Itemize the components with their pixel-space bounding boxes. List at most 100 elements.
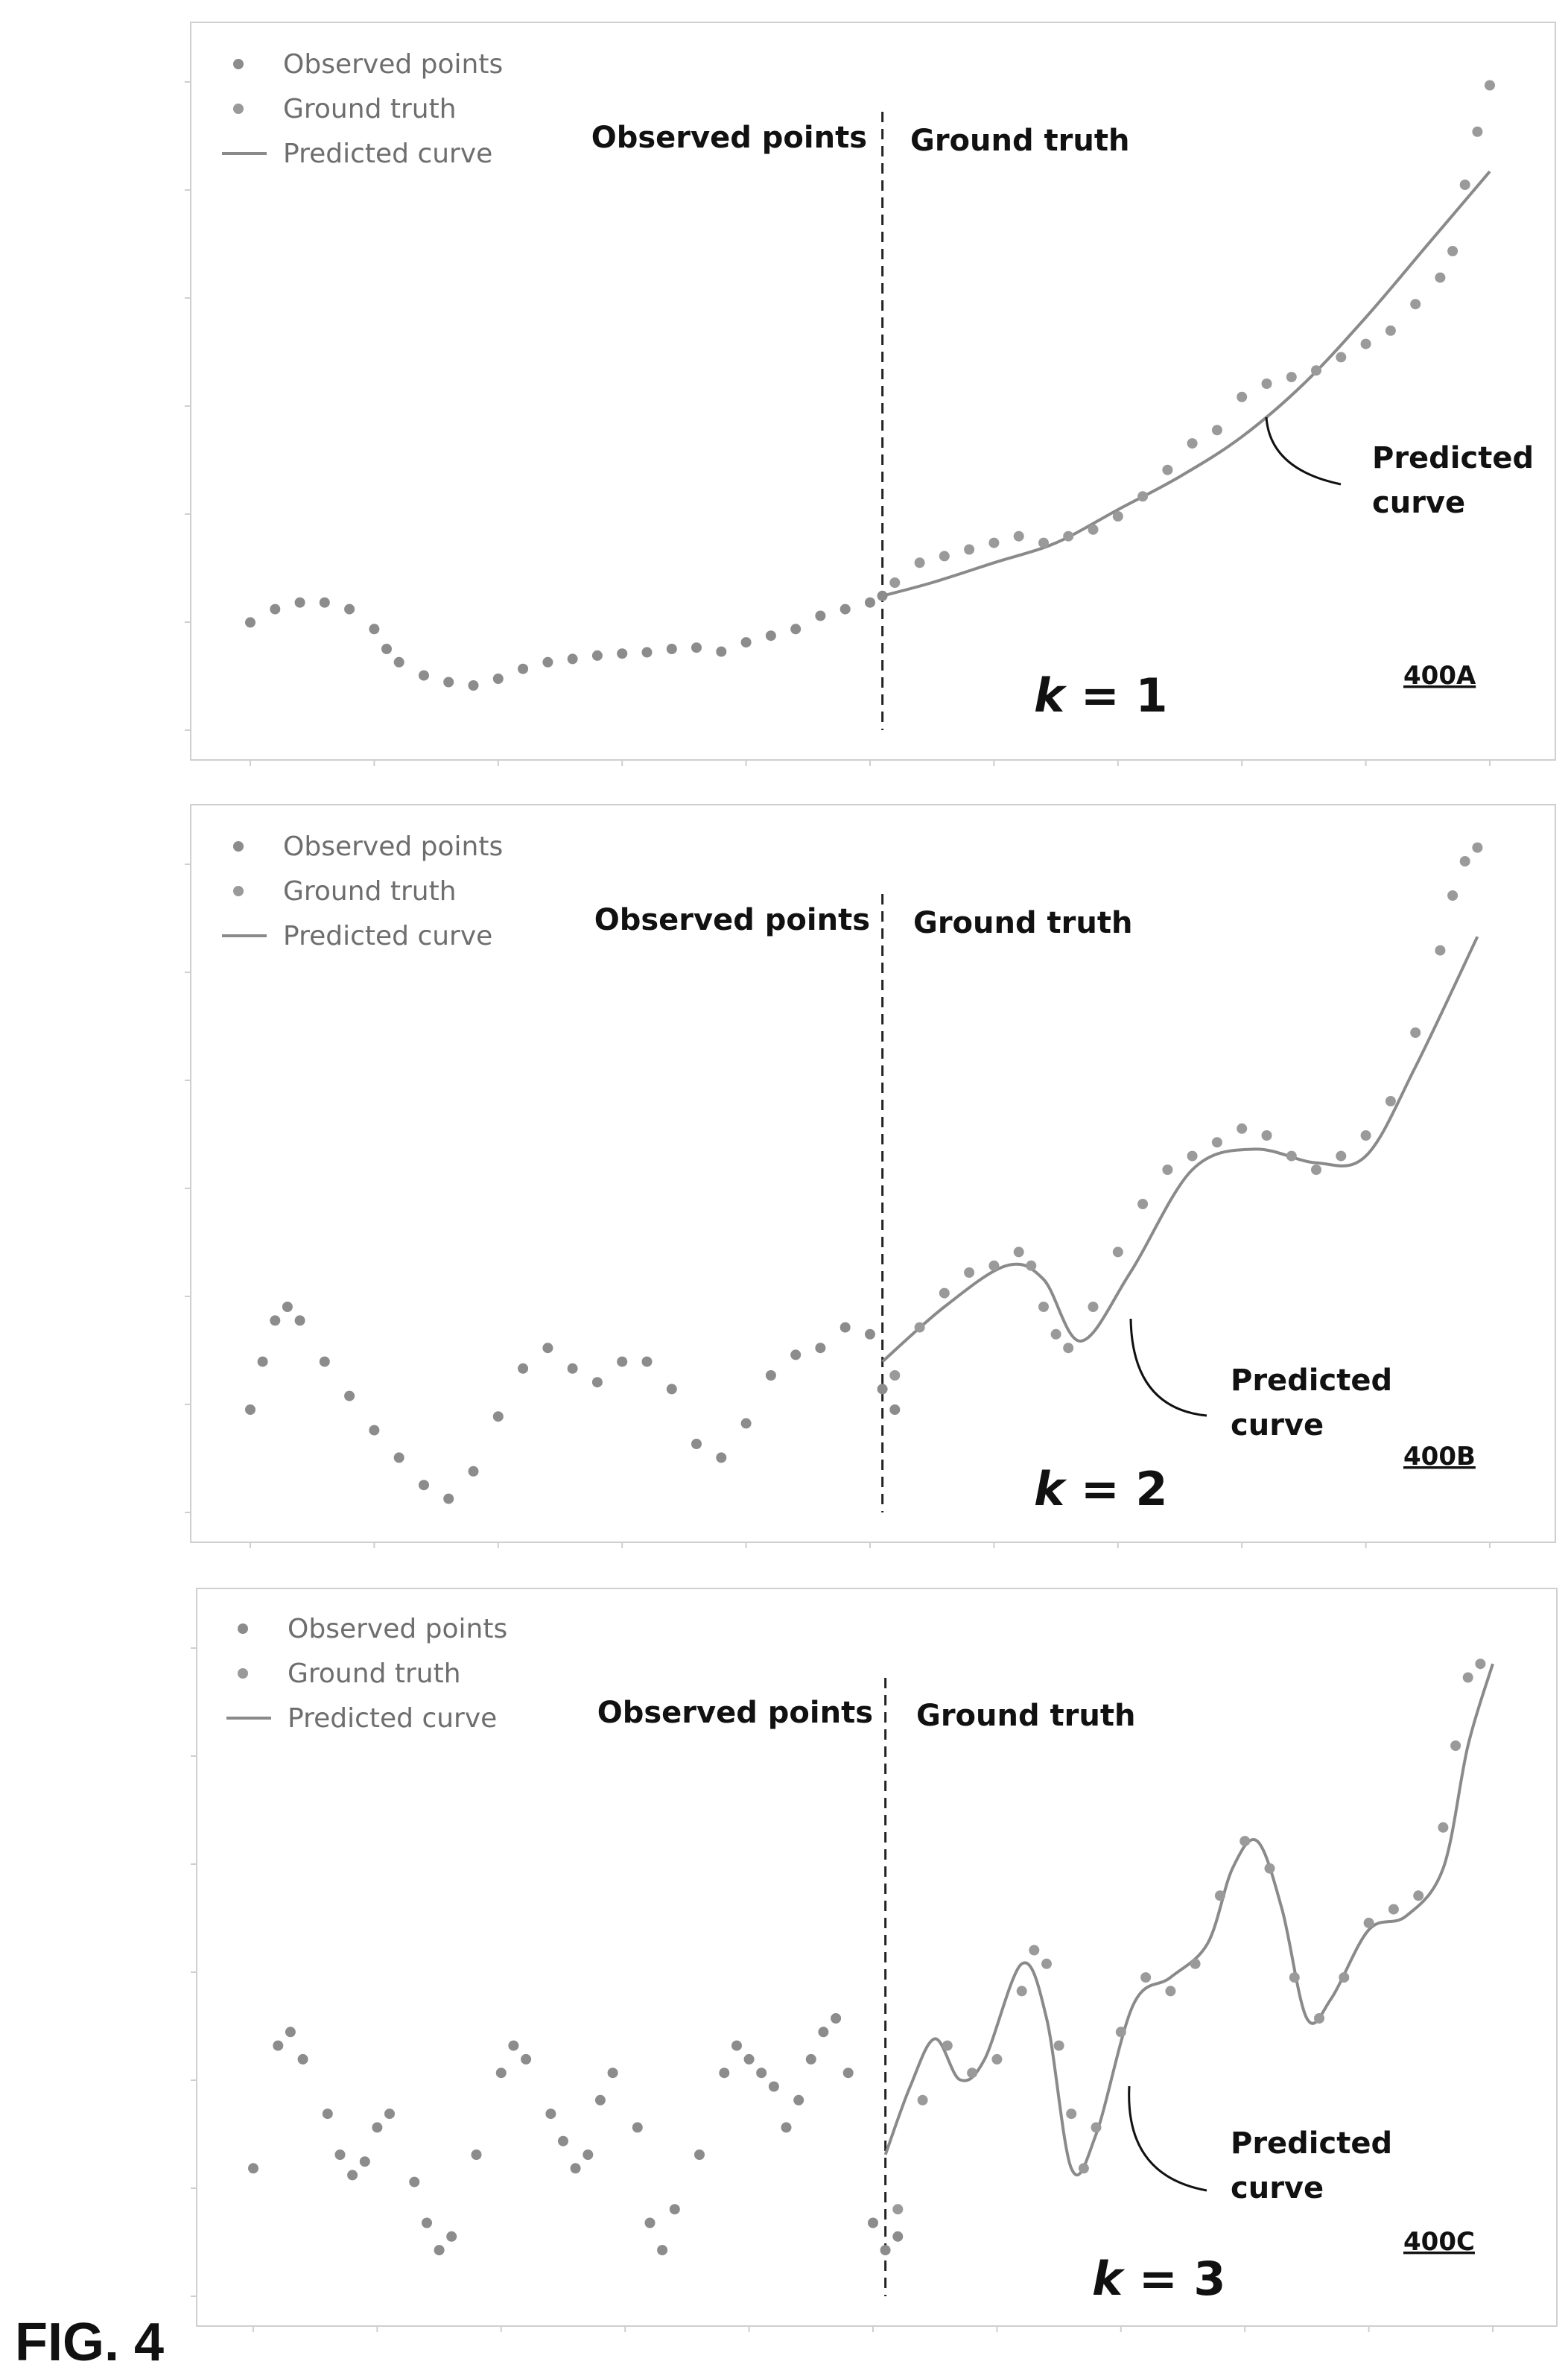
observed-point: [443, 677, 454, 688]
observed-point: [666, 1384, 677, 1395]
legend-observed-label: Observed points: [283, 831, 503, 862]
panel-400a-k-label: k = 1: [1034, 668, 1168, 723]
panel-400a-plot: [185, 80, 1495, 766]
observed-point: [790, 1349, 802, 1360]
observed-point: [257, 1356, 268, 1367]
observed-point: [422, 2217, 432, 2228]
ground-truth-point: [889, 577, 901, 588]
ground-truth-point: [1286, 1150, 1297, 1162]
observed-point: [521, 2053, 532, 2065]
ground-truth-point: [1410, 299, 1421, 310]
panel-400a: Observed points Ground truth Predicted c…: [185, 22, 1556, 766]
observed-point: [607, 2068, 618, 2079]
panel-400b-callout-line1: Predicted: [1231, 1363, 1392, 1398]
legend-observed-label: Observed points: [283, 49, 503, 80]
ground-truth-point: [939, 551, 950, 562]
observed-point: [508, 2040, 519, 2051]
panel-400b-observed-region-label: Observed points: [594, 903, 870, 937]
observed-point: [270, 1315, 281, 1326]
observed-point: [545, 2109, 556, 2120]
observed-point: [282, 1302, 293, 1312]
legend-ground-truth-marker: [233, 886, 244, 896]
observed-point: [468, 1466, 479, 1477]
observed-point: [294, 1315, 305, 1326]
observed-point: [731, 2040, 742, 2051]
panel-400a-callout-leader: [1265, 416, 1342, 486]
ground-truth-point: [1013, 530, 1024, 542]
observed-point: [591, 1377, 603, 1388]
ground-truth-point: [889, 1370, 901, 1381]
ground-truth-point: [1462, 1672, 1473, 1683]
ground-truth-point: [988, 537, 1000, 548]
ground-truth-point: [1137, 1199, 1149, 1209]
panel-400b-legend: Observed points Ground truth Predicted c…: [222, 831, 503, 951]
panel-400b: Observed points Ground truth Predicted c…: [185, 804, 1556, 1548]
ground-truth-point: [1237, 391, 1248, 402]
panel-400b-frame: [190, 804, 1556, 1543]
ground-truth-point: [1435, 272, 1446, 283]
legend-observed-marker: [233, 59, 244, 69]
legend-ground-truth-label: Ground truth: [283, 876, 457, 907]
observed-point: [889, 1404, 901, 1415]
ground-truth-point: [1190, 1958, 1201, 1969]
observed-point: [409, 2176, 420, 2187]
panel-400c-callout-line1: Predicted: [1231, 2126, 1392, 2161]
observed-point: [393, 656, 404, 668]
ground-truth-point: [1413, 1890, 1424, 1901]
panel-400a-k-value: 1: [1135, 668, 1167, 723]
observed-point: [768, 2081, 779, 2092]
observed-point: [865, 1328, 875, 1340]
ground-truth-point: [1214, 1890, 1225, 1901]
ground-truth-point: [1311, 365, 1321, 376]
observed-point: [518, 663, 529, 674]
ground-truth-point: [1286, 372, 1297, 383]
ground-truth-point: [1038, 1302, 1049, 1312]
observed-point: [805, 2053, 816, 2065]
ground-truth-point: [1472, 126, 1483, 137]
panel-400b-callout-leader: [1129, 1318, 1207, 1417]
observed-point: [245, 617, 255, 628]
observed-point: [691, 1439, 702, 1449]
observed-point: [344, 1390, 355, 1401]
panel-400c-frame: [196, 1588, 1558, 2327]
legend-observed-marker: [238, 1623, 248, 1634]
ground-truth-point: [1187, 1150, 1198, 1162]
observed-point: [492, 1411, 504, 1422]
ground-truth-point: [1066, 2109, 1077, 2120]
panel-400b-callout-line2: curve: [1231, 1408, 1324, 1442]
legend-ground-truth-label: Ground truth: [288, 1658, 461, 1689]
panel-400c-callout-leader: [1128, 2085, 1207, 2192]
panel-400a-frame: [190, 22, 1556, 761]
observed-point: [793, 2094, 804, 2106]
ground-truth-point: [1261, 1130, 1272, 1141]
ground-truth-point: [1140, 1972, 1152, 1983]
ground-truth-point: [1485, 80, 1495, 91]
legend-predicted-label: Predicted curve: [283, 139, 492, 169]
ground-truth-point: [1063, 1343, 1074, 1354]
observed-point: [839, 1322, 851, 1333]
ground-truth-point: [1360, 1130, 1371, 1141]
observed-point: [617, 648, 628, 659]
ground-truth-point: [1050, 1328, 1061, 1340]
ground-truth-point: [1063, 530, 1074, 542]
observed-point: [868, 2217, 878, 2228]
panel-400a-callout-line2: curve: [1372, 486, 1465, 520]
ground-truth-point: [967, 2068, 978, 2079]
observed-point: [740, 637, 752, 648]
observed-point: [657, 2245, 668, 2256]
ground-truth-point: [1013, 1246, 1024, 1258]
ground-truth-point: [1211, 425, 1222, 436]
observed-point: [334, 2149, 346, 2160]
panel-400c-k-value: 3: [1193, 2252, 1225, 2306]
observed-point: [719, 2068, 730, 2079]
observed-point: [294, 597, 305, 608]
observed-point: [495, 2068, 507, 2079]
ground-truth-point: [1053, 2040, 1064, 2051]
observed-point: [765, 630, 776, 641]
panel-400b-predicted-curve: [881, 936, 1479, 1363]
ground-truth-point: [964, 544, 975, 555]
panel-400c-callout-line2: curve: [1231, 2171, 1324, 2205]
ground-truth-point: [1339, 1972, 1350, 1983]
panel-400c-ground-truth-region-label: Ground truth: [916, 1699, 1135, 1733]
observed-point: [743, 2053, 755, 2065]
